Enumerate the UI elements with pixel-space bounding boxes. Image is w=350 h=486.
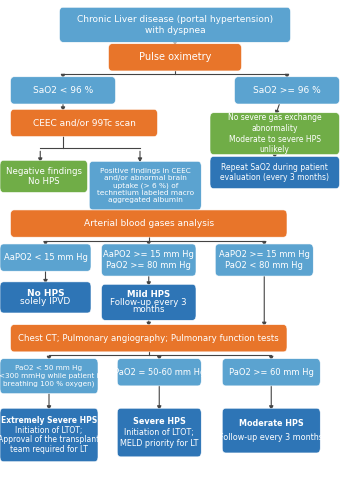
FancyBboxPatch shape	[0, 244, 91, 271]
Text: Chronic Liver disease (portal hypertension)
with dyspnea: Chronic Liver disease (portal hypertensi…	[77, 15, 273, 35]
Text: Chest CT; Pulmonary angiography; Pulmonary function tests: Chest CT; Pulmonary angiography; Pulmona…	[18, 334, 279, 343]
FancyBboxPatch shape	[222, 408, 320, 453]
FancyBboxPatch shape	[210, 113, 340, 155]
Text: months: months	[133, 305, 165, 314]
Text: Initiation of LTOT;: Initiation of LTOT;	[124, 428, 194, 437]
FancyBboxPatch shape	[0, 160, 88, 192]
FancyBboxPatch shape	[0, 359, 98, 394]
FancyBboxPatch shape	[10, 77, 116, 104]
FancyBboxPatch shape	[60, 7, 290, 42]
FancyBboxPatch shape	[117, 408, 201, 457]
Text: Severe HPS: Severe HPS	[133, 417, 186, 426]
Text: PaO2 < 50 mm Hg
(<300 mmHg while patient is
breathing 100 % oxygen): PaO2 < 50 mm Hg (<300 mmHg while patient…	[0, 365, 102, 387]
Text: MELD priority for LT: MELD priority for LT	[120, 439, 198, 448]
Text: PaO2 >= 60 mm Hg: PaO2 >= 60 mm Hg	[229, 368, 314, 377]
Text: Positive findings in CEEC
and/or abnormal brain
uptake (> 6 %) of
technetium lab: Positive findings in CEEC and/or abnorma…	[97, 168, 194, 204]
FancyBboxPatch shape	[222, 359, 320, 386]
Text: No HPS: No HPS	[27, 289, 64, 297]
Text: Moderate HPS: Moderate HPS	[239, 419, 304, 428]
Text: Repeat SaO2 during patient
evaluation (every 3 months): Repeat SaO2 during patient evaluation (e…	[220, 163, 329, 182]
Text: No severe gas exchange
abnormality
Moderate to severe HPS
unlikely: No severe gas exchange abnormality Moder…	[228, 113, 322, 154]
Text: Approval of the transplant: Approval of the transplant	[0, 435, 100, 444]
FancyBboxPatch shape	[0, 282, 91, 313]
FancyBboxPatch shape	[108, 44, 241, 71]
FancyBboxPatch shape	[10, 325, 287, 352]
Text: Extremely Severe HPS: Extremely Severe HPS	[1, 416, 97, 425]
FancyBboxPatch shape	[117, 359, 201, 386]
Text: Negative findings
No HPS: Negative findings No HPS	[6, 167, 82, 186]
Text: Follow-up every 3 months: Follow-up every 3 months	[219, 433, 323, 442]
FancyBboxPatch shape	[102, 244, 196, 276]
FancyBboxPatch shape	[210, 156, 340, 189]
Text: AaPO2 >= 15 mm Hg
PaO2 >= 80 mm Hg: AaPO2 >= 15 mm Hg PaO2 >= 80 mm Hg	[103, 250, 194, 270]
Text: CEEC and/or 99Tc scan: CEEC and/or 99Tc scan	[33, 119, 135, 127]
Text: Follow-up every 3: Follow-up every 3	[111, 298, 187, 307]
Text: PaO2 = 50-60 mm Hg: PaO2 = 50-60 mm Hg	[113, 368, 205, 377]
FancyBboxPatch shape	[10, 109, 158, 137]
Text: Pulse oximetry: Pulse oximetry	[139, 52, 211, 62]
FancyBboxPatch shape	[102, 284, 196, 320]
Text: SaO2 < 96 %: SaO2 < 96 %	[33, 86, 93, 95]
Text: solely IPVD: solely IPVD	[20, 297, 71, 306]
Text: Mild HPS: Mild HPS	[127, 290, 170, 299]
FancyBboxPatch shape	[234, 77, 340, 104]
FancyBboxPatch shape	[89, 161, 201, 210]
Text: Initiation of LTOT;: Initiation of LTOT;	[15, 426, 83, 434]
FancyBboxPatch shape	[215, 244, 313, 276]
Text: Arterial blood gases analysis: Arterial blood gases analysis	[84, 219, 214, 228]
Text: AaPO2 < 15 mm Hg: AaPO2 < 15 mm Hg	[4, 253, 88, 262]
Text: SaO2 >= 96 %: SaO2 >= 96 %	[253, 86, 321, 95]
Text: AaPO2 >= 15 mm Hg
PaO2 < 80 mm Hg: AaPO2 >= 15 mm Hg PaO2 < 80 mm Hg	[219, 250, 310, 270]
Text: team required for LT: team required for LT	[10, 445, 88, 454]
FancyBboxPatch shape	[10, 210, 287, 237]
FancyBboxPatch shape	[0, 408, 98, 462]
